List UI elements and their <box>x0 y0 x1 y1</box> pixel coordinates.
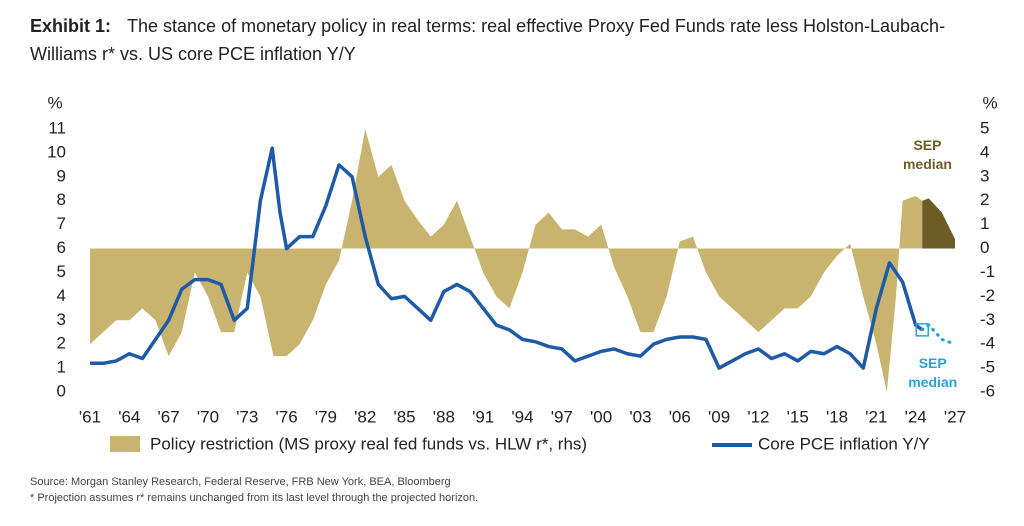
y-tick-label: 10 <box>47 142 66 161</box>
annotation: SEP median <box>902 137 952 173</box>
projection-line <box>920 323 957 346</box>
x-tick-label: '82 <box>354 407 376 426</box>
x-tick-label: '85 <box>393 407 415 426</box>
x-tick-label: '06 <box>669 407 691 426</box>
x-tick-label: '15 <box>787 407 809 426</box>
y-tick-label: 11 <box>48 118 66 137</box>
y-tick-label: 3 <box>57 310 66 329</box>
y-tick-label: 2 <box>57 334 66 353</box>
x-tick-label: '88 <box>433 407 455 426</box>
x-tick-label: '03 <box>629 407 651 426</box>
chart-title: The stance of monetary policy in real te… <box>30 16 946 64</box>
x-tick-label: '21 <box>865 407 887 426</box>
x-tick-label: '09 <box>708 407 730 426</box>
note: * Projection assumes r* remains unchange… <box>30 492 479 504</box>
y-tick-label: 8 <box>57 190 66 209</box>
y2-tick-label: -2 <box>980 286 995 305</box>
y2-tick-label: 3 <box>980 166 989 185</box>
x-tick-label: '27 <box>944 407 966 426</box>
x-tick-label: '79 <box>315 407 337 426</box>
y2-tick-label: 4 <box>980 142 989 161</box>
y-unit: % <box>47 93 62 112</box>
x-tick-label: '24 <box>905 407 927 426</box>
title-block: Exhibit 1: The stance of monetary policy … <box>30 12 990 68</box>
area <box>90 129 923 392</box>
x-tick-label: '70 <box>197 407 219 426</box>
y2-tick-label: -3 <box>980 310 995 329</box>
x-tick-label: '91 <box>472 407 494 426</box>
area <box>922 198 955 249</box>
title-label: Exhibit 1: <box>30 16 112 36</box>
legend-label: Policy restriction (MS proxy real fed fu… <box>150 434 587 453</box>
x-tick-label: '76 <box>276 407 298 426</box>
y-tick-label: 7 <box>57 214 66 233</box>
x-tick-label: '67 <box>158 407 180 426</box>
y-tick-label: 5 <box>57 262 66 281</box>
y2-tick-label: 0 <box>980 238 989 257</box>
y2-tick-label: 1 <box>980 214 989 233</box>
x-tick-label: '97 <box>551 407 573 426</box>
y2-tick-label: -5 <box>980 358 995 377</box>
x-tick-label: '12 <box>747 407 769 426</box>
y-tick-label: 0 <box>57 381 66 400</box>
source: Source: Morgan Stanley Research, Federal… <box>30 476 451 488</box>
y-tick-label: 1 <box>57 358 66 377</box>
y2-tick-label: 2 <box>980 190 989 209</box>
x-tick-label: '94 <box>511 407 533 426</box>
legend-swatch <box>110 436 140 452</box>
x-tick-label: '18 <box>826 407 848 426</box>
x-tick-label: '00 <box>590 407 612 426</box>
x-tick-label: '73 <box>236 407 258 426</box>
y-tick-label: 6 <box>57 238 66 257</box>
annotation: SEP median <box>908 354 958 390</box>
y-tick-label: 9 <box>57 166 66 185</box>
y2-tick-label: -6 <box>980 381 995 400</box>
y2-tick-label: 5 <box>980 118 989 137</box>
y2-unit: % <box>982 93 997 112</box>
legend-label: Core PCE inflation Y/Y <box>758 434 930 453</box>
x-tick-label: '61 <box>79 407 101 426</box>
line <box>90 146 924 370</box>
last-point-marker <box>915 323 929 337</box>
y2-tick-label: -1 <box>980 262 995 281</box>
y-tick-label: 4 <box>57 286 66 305</box>
x-tick-label: '64 <box>118 407 140 426</box>
y2-tick-label: -4 <box>980 334 995 353</box>
